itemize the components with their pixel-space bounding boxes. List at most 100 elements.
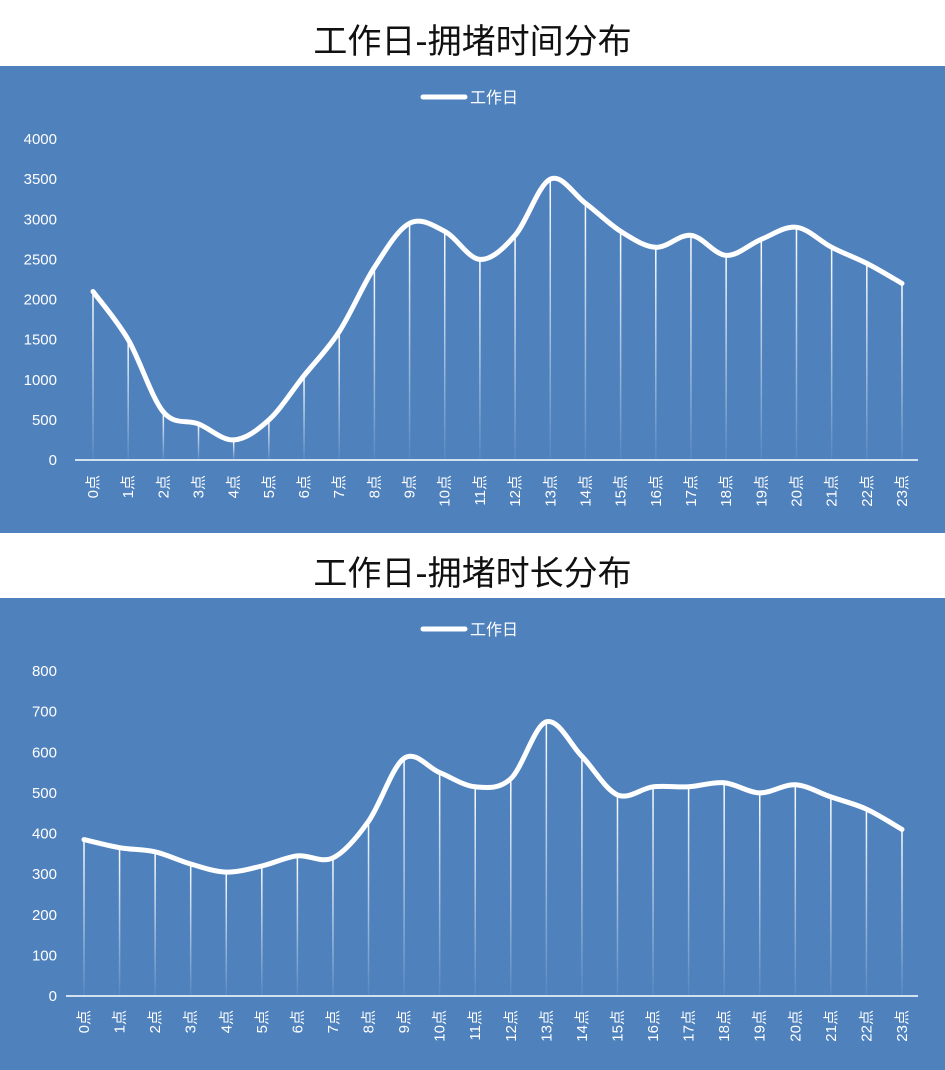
x-tick-label: 18点 <box>716 1010 733 1042</box>
x-tick-label: 17点 <box>681 1010 698 1042</box>
y-tick-label: 200 <box>32 907 57 924</box>
drop-line <box>338 331 340 460</box>
chart-2-title: 工作日-拥堵时长分布 <box>313 554 632 594</box>
x-tick-label: 22点 <box>859 475 876 507</box>
x-tick-label: 1点 <box>112 1010 129 1033</box>
x-tick-label: 16点 <box>645 1010 662 1042</box>
y-tick-label: 1000 <box>24 372 57 389</box>
drop-line <box>795 227 798 460</box>
drop-line <box>866 263 868 460</box>
drop-line <box>154 851 156 996</box>
x-tick-label: 20点 <box>789 475 806 507</box>
x-tick-label: 15点 <box>610 1010 627 1042</box>
drop-line <box>690 235 692 460</box>
x-tick-label: 11点 <box>467 1010 484 1041</box>
x-tick-label: 12点 <box>507 475 524 507</box>
x-tick-label: 18点 <box>718 475 735 507</box>
drop-line <box>474 786 476 996</box>
x-tick-label: 3点 <box>183 1010 200 1033</box>
x-tick-label: 4点 <box>226 475 243 498</box>
y-tick-label: 4000 <box>24 131 57 148</box>
x-tick-label: 9点 <box>402 475 419 498</box>
y-tick-label: 600 <box>32 744 57 761</box>
x-tick-label: 19点 <box>752 1010 769 1042</box>
drop-line <box>479 259 481 460</box>
chart-1-title: 工作日-拥堵时间分布 <box>313 22 632 62</box>
drop-line <box>118 847 121 996</box>
drop-line <box>162 411 165 460</box>
series-line-workday <box>90 175 905 443</box>
x-tick-label: 22点 <box>858 1010 875 1042</box>
y-tick-label: 100 <box>32 947 57 964</box>
y-tick-label: 400 <box>32 826 57 843</box>
x-tick-label: 5点 <box>261 475 278 498</box>
drop-line <box>197 423 200 460</box>
drop-line <box>616 794 619 996</box>
drop-line <box>830 796 832 996</box>
drop-line <box>438 772 441 996</box>
x-tick-label: 20点 <box>787 1010 804 1042</box>
x-tick-label: 8点 <box>366 475 383 498</box>
drop-line <box>758 792 761 996</box>
y-tick-label: 2000 <box>24 292 57 309</box>
x-tick-label: 11点 <box>472 475 489 506</box>
drop-line <box>232 439 235 460</box>
drop-line <box>303 375 305 460</box>
drop-line <box>225 872 228 996</box>
drop-line <box>189 863 192 996</box>
x-tick-label: 5点 <box>254 1010 271 1033</box>
x-tick-label: 7点 <box>331 475 348 498</box>
drop-line <box>584 203 587 460</box>
x-tick-label: 17点 <box>683 475 700 507</box>
drop-line <box>332 857 334 996</box>
y-tick-label: 1500 <box>24 332 57 349</box>
x-tick-label: 1点 <box>120 475 137 498</box>
x-tick-label: 3点 <box>191 475 208 498</box>
drop-line <box>261 866 263 996</box>
x-tick-label: 13点 <box>538 1010 555 1042</box>
y-tick-label: 800 <box>32 663 57 680</box>
x-tick-label: 21点 <box>823 1010 840 1042</box>
drop-line <box>373 267 376 460</box>
x-tick-label: 0点 <box>85 475 102 498</box>
x-tick-label: 19点 <box>753 475 770 507</box>
x-tick-label: 13点 <box>542 475 559 507</box>
drop-line <box>901 829 903 996</box>
drop-line <box>83 839 85 996</box>
y-tick-label: 0 <box>49 452 57 469</box>
drop-line <box>367 821 370 996</box>
drop-line <box>794 784 797 996</box>
x-tick-label: 16点 <box>648 475 665 507</box>
series-line-workday <box>81 719 905 875</box>
x-tick-label: 14点 <box>574 1010 591 1042</box>
x-tick-label: 2点 <box>147 1010 164 1033</box>
x-tick-label: 23点 <box>894 475 911 507</box>
drop-line <box>581 756 583 996</box>
drop-line <box>655 247 657 460</box>
drop-line <box>760 239 763 460</box>
drop-line <box>652 786 654 996</box>
x-tick-label: 9点 <box>396 1010 413 1033</box>
drop-line <box>268 419 270 460</box>
legend: 工作日 <box>420 620 518 639</box>
drop-line <box>687 786 690 996</box>
x-tick-label: 2点 <box>155 475 172 498</box>
x-tick-label: 4点 <box>218 1010 235 1033</box>
drop-line <box>725 255 727 460</box>
x-tick-label: 14点 <box>577 475 594 507</box>
y-tick-label: 2500 <box>24 251 57 268</box>
y-tick-label: 300 <box>32 866 57 883</box>
x-tick-label: 10点 <box>437 475 454 507</box>
drop-line <box>901 283 903 460</box>
x-tick-label: 10点 <box>432 1010 449 1042</box>
y-tick-label: 500 <box>32 785 57 802</box>
legend: 工作日 <box>420 88 518 107</box>
chart-2-plot: 工作日 0 100 200 300 400 500 600 700 800 0点 1点 2点 3点 4点 5点… <box>32 620 918 1042</box>
drop-line <box>549 179 552 460</box>
legend-label: 工作日 <box>470 620 518 639</box>
x-tick-label: 23点 <box>894 1010 911 1042</box>
y-tick-label: 3500 <box>24 171 57 188</box>
x-tick-label: 8点 <box>361 1010 378 1033</box>
y-tick-label: 3000 <box>24 211 57 228</box>
drop-line <box>510 778 512 996</box>
